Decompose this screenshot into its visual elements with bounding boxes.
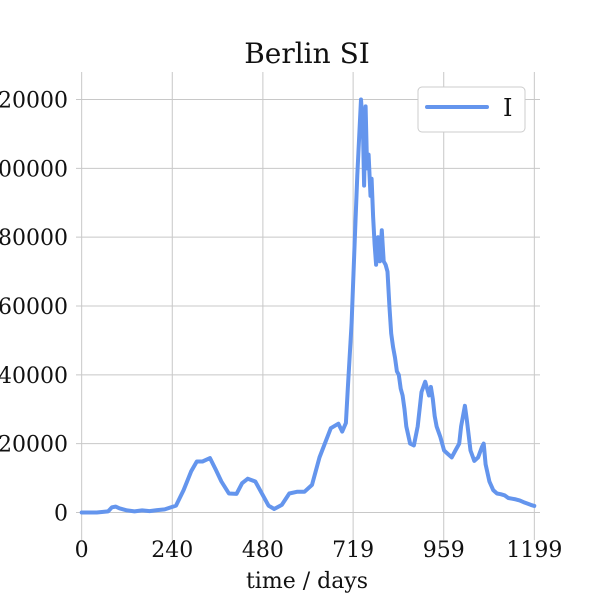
x-tick-label: 719 bbox=[332, 538, 374, 563]
x-tick-label: 1199 bbox=[506, 538, 562, 563]
grid bbox=[76, 72, 540, 540]
y-tick-label: 0 bbox=[54, 501, 68, 526]
x-tick-label: 959 bbox=[423, 538, 465, 563]
series-layer bbox=[79, 97, 537, 515]
x-tick-label: 480 bbox=[242, 538, 284, 563]
y-tick-label: 60000 bbox=[0, 295, 68, 320]
legend-box bbox=[417, 86, 526, 133]
tick-labels: 0 20000 40000 60000 80000 100000 120000 0 240 480… bbox=[0, 89, 562, 563]
x-tick-label: 0 bbox=[75, 538, 89, 563]
series-line-I bbox=[79, 97, 537, 515]
y-tick-label: 40000 bbox=[0, 364, 68, 389]
x-axis-title: time / days bbox=[246, 569, 368, 594]
chart-title: Berlin SI bbox=[244, 37, 370, 70]
y-tick-label: 120000 bbox=[0, 89, 68, 114]
legend: I bbox=[417, 86, 526, 133]
y-tick-label: 20000 bbox=[0, 433, 68, 458]
x-tick-label: 240 bbox=[151, 538, 193, 563]
legend-label-I: I bbox=[503, 94, 512, 122]
y-tick-label: 100000 bbox=[0, 157, 68, 182]
y-tick-label: 80000 bbox=[0, 226, 68, 251]
